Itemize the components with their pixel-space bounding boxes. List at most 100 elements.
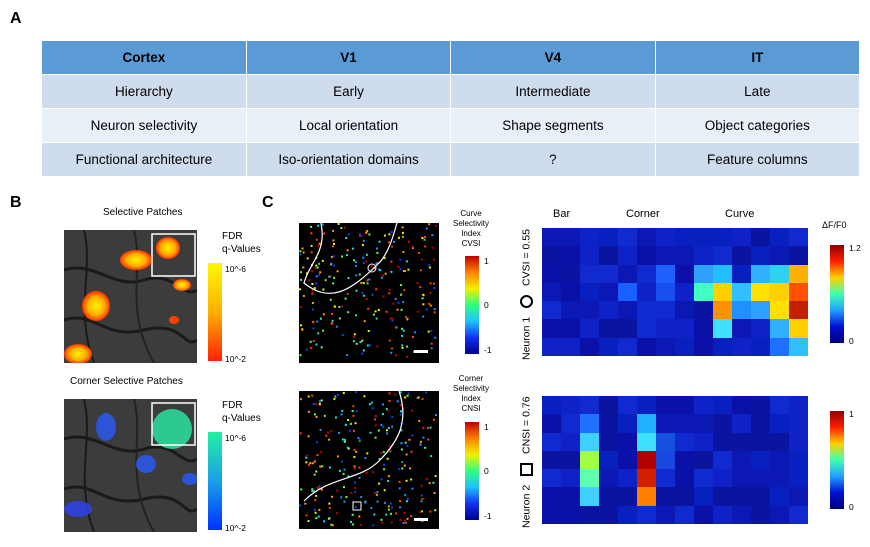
- neuron-dot: [329, 275, 332, 278]
- heatmap-cell: [637, 301, 656, 320]
- neuron-dot: [377, 268, 380, 271]
- neuron-dot: [361, 339, 364, 342]
- neuron-dot: [361, 352, 364, 355]
- neuron-dot: [333, 242, 335, 245]
- neuron-dot: [315, 470, 318, 473]
- neuron-dot: [409, 467, 412, 470]
- neuron-dot: [391, 317, 394, 320]
- q-values-text: q-Values: [222, 244, 261, 255]
- neuron-dot: [399, 391, 402, 394]
- heatmap-cell: [542, 414, 561, 433]
- heatmap-cell: [618, 414, 637, 433]
- neuron-dot: [383, 234, 386, 237]
- heatmap-cell: [751, 450, 770, 470]
- neuron-dot: [364, 500, 367, 503]
- neuron-dot: [332, 282, 335, 285]
- neuron-dot: [368, 278, 371, 281]
- neuron-dot: [344, 423, 347, 426]
- heatmap-cell: [694, 432, 713, 451]
- neuron-dot: [328, 502, 331, 505]
- neuron-dot: [352, 405, 355, 408]
- neuron-dot: [319, 428, 322, 431]
- neuron-dot: [405, 521, 408, 524]
- neuron-dot: [433, 311, 436, 314]
- neuron-dot: [410, 478, 413, 481]
- neuron-dot: [321, 465, 324, 468]
- neuron-dot: [302, 294, 305, 297]
- neuron-dot: [317, 224, 320, 227]
- heatmap-cell: [770, 396, 789, 415]
- neuron-dot: [355, 450, 358, 453]
- heatmap-cell: [542, 487, 561, 506]
- heatmap-cell: [751, 469, 770, 488]
- cell: Late: [655, 74, 861, 109]
- neuron-dot: [345, 496, 348, 498]
- neuron-dot: [328, 438, 331, 441]
- neuron-dot: [400, 410, 402, 413]
- heatmap-cell: [789, 264, 808, 283]
- neuron-dot: [387, 480, 390, 482]
- neuron-dot: [371, 407, 374, 410]
- heatmap-cell: [637, 487, 656, 506]
- neuron-dot: [410, 409, 413, 412]
- heatmap-cell: [637, 396, 656, 415]
- neuron1-response-heatmap: [542, 228, 808, 356]
- neuron-dot: [400, 448, 403, 451]
- heatmap-cell: [694, 319, 713, 338]
- neuron-dot: [422, 315, 425, 318]
- heatmap-cell: [770, 282, 789, 302]
- heatmap-cell: [618, 246, 637, 265]
- neuron-dot: [347, 447, 350, 450]
- heatmap-cell: [580, 228, 599, 247]
- neuron-dot: [360, 235, 363, 238]
- neuron-dot: [347, 233, 350, 236]
- heatmap-cell: [789, 337, 808, 356]
- neuron-dot: [311, 270, 314, 273]
- cortex-map-top: [64, 230, 197, 363]
- heatmap-cell: [618, 337, 637, 356]
- heatmap-cell: [675, 301, 694, 320]
- neuron-dot: [404, 270, 407, 273]
- neuron-dot: [315, 415, 318, 418]
- neuron-dot: [341, 409, 344, 412]
- header-v1: V1: [246, 41, 452, 75]
- neuron-dot: [336, 270, 339, 273]
- neuron-dot: [310, 244, 313, 247]
- neuron-dot: [396, 308, 399, 311]
- neuron-dot: [360, 281, 363, 284]
- neuron-dot: [338, 306, 341, 308]
- neuron-dot: [365, 260, 368, 263]
- neuron-dot: [401, 344, 404, 347]
- neuron-dot: [302, 251, 305, 254]
- neuron-dot: [332, 245, 334, 248]
- neuron-dot: [369, 431, 372, 434]
- heatmap-cell: [675, 505, 694, 524]
- neuron-dot: [307, 520, 310, 522]
- neuron-dot: [416, 396, 419, 399]
- cell: Intermediate: [450, 74, 656, 109]
- heatmap-cell: [561, 469, 580, 488]
- neuron2-label: Neuron 2 CNSI = 0.76: [520, 396, 533, 528]
- neuron-dot: [361, 292, 364, 295]
- neuron-dot: [380, 423, 383, 426]
- neuron-dot: [398, 480, 401, 483]
- heatmap-cell: [656, 432, 675, 451]
- heatmap-cell: [751, 319, 770, 338]
- cell: Local orientation: [246, 108, 452, 143]
- neuron-dot: [411, 434, 414, 437]
- neuron-dot: [428, 263, 431, 266]
- cnsi-text: CNSI = 0.76: [520, 396, 533, 454]
- neuron-dot: [343, 468, 346, 471]
- heatmap-cell: [580, 337, 599, 356]
- neuron-dot: [382, 274, 384, 277]
- heatmap-cell: [694, 246, 713, 265]
- neuron-dot: [366, 279, 369, 282]
- neuron-dot: [365, 253, 368, 256]
- tick: 10^-6: [225, 433, 247, 443]
- neuron-dot: [377, 429, 380, 432]
- neuron-dot: [354, 422, 357, 425]
- header-v4: V4: [450, 41, 656, 75]
- heatmap-cell: [580, 282, 599, 302]
- neuron-dot: [311, 488, 314, 491]
- neuron-dot: [309, 340, 312, 343]
